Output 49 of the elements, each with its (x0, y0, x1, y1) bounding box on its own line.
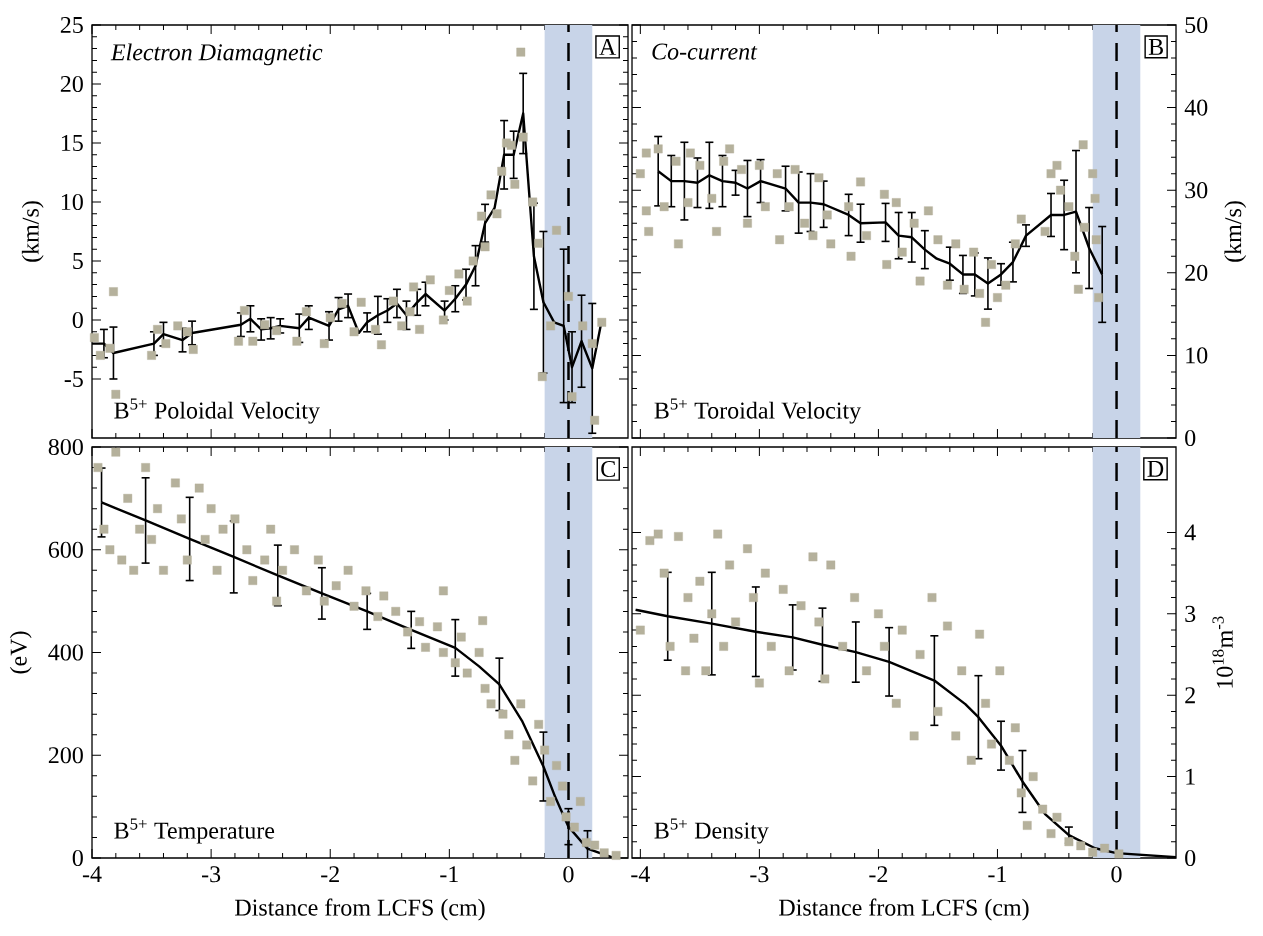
y-tick-label: -5 (64, 371, 83, 387)
x-tick-label: -3 (202, 866, 221, 883)
y2-tick-label: 10 (1186, 347, 1208, 364)
y-tick-label: 10 (61, 193, 83, 211)
x-tick-label: -3 (750, 866, 769, 883)
y-tick-label: 400 (48, 644, 83, 661)
y2-tick-label: 3 (1185, 605, 1196, 622)
annotation: A (599, 39, 617, 55)
y2-tick-label: 20 (1185, 264, 1208, 281)
x-tick-label: -1 (988, 866, 1006, 883)
y2-tick-label: 40 (1184, 99, 1208, 116)
annotation: B$^{5+}$ Toroidal Velocity (654, 398, 862, 424)
y-tick-label: 5 (73, 253, 83, 269)
y-tick-label: 800 (48, 438, 83, 456)
y-tick-label: 600 (48, 541, 83, 558)
y-tick-label: 25 (60, 16, 83, 34)
x-tick-label: -2 (321, 866, 339, 883)
x-tick-label: -2 (869, 866, 888, 883)
y-tick-label: 0 (72, 849, 83, 867)
y2-axis-title: 10$^{18}$m$^{-3}$ (1212, 616, 1233, 688)
annotation: B (1148, 39, 1163, 55)
x-tick-label: -1 (440, 866, 458, 883)
y-axis-title: (eV) (9, 631, 32, 674)
y2-axis-title: (km/s) (1224, 201, 1247, 262)
y2-tick-label: 0 (1185, 429, 1196, 447)
text: Co-current (652, 43, 758, 60)
y-tick-label: 20 (60, 75, 83, 93)
x-axis-title: Distance from LCFS (cm) (235, 898, 485, 921)
y2-tick-label: 4 (1184, 524, 1196, 541)
x-tick-label: -4 (82, 866, 102, 882)
x-tick-label: -4 (631, 866, 650, 882)
text: Electron Diamagnetic (110, 43, 323, 66)
annotation: D (1147, 460, 1164, 477)
y2-tick-label: 1 (1186, 768, 1195, 785)
annotation: B$^{5+}$ Poloidal Velocity (114, 398, 320, 424)
y-tick-label: 15 (61, 134, 83, 152)
annotation: C (601, 460, 615, 478)
y2-tick-label: 50 (1185, 16, 1208, 34)
x-axis-title: Distance from LCFS (cm) (779, 898, 1029, 921)
y-tick-label: 200 (48, 747, 83, 764)
x-tick-label: 0 (563, 866, 574, 883)
annotation: B$^{5+}$ Temperature (114, 818, 275, 844)
y2-tick-label: 0 (1185, 849, 1196, 867)
y-tick-label: 0 (72, 311, 83, 329)
y2-tick-label: 30 (1185, 182, 1208, 199)
y2-tick-label: 2 (1185, 687, 1195, 704)
y-axis-title: (km/s) (21, 201, 44, 262)
annotation: B$^{5+}$ Density (654, 818, 769, 844)
x-tick-label: 0 (1111, 866, 1122, 883)
